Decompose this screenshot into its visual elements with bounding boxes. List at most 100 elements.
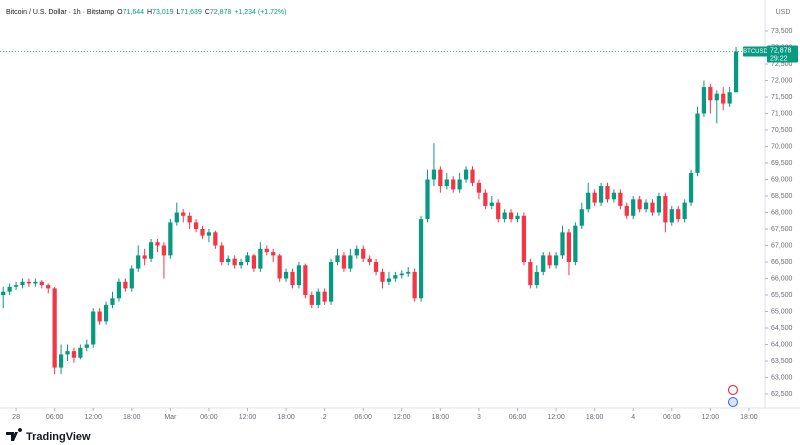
x-tick-label: 06:00 bbox=[354, 414, 372, 421]
candle-body bbox=[1, 291, 6, 296]
candle-body bbox=[7, 286, 12, 292]
candle-body bbox=[380, 271, 385, 282]
symbol-tag bbox=[743, 46, 768, 57]
candle-body bbox=[496, 202, 501, 220]
candle-body bbox=[206, 232, 212, 236]
candle-body bbox=[701, 87, 707, 114]
y-tick-label: 69,500 bbox=[771, 160, 793, 167]
candle-body bbox=[46, 285, 51, 289]
candle-body bbox=[174, 212, 179, 223]
event-icon[interactable] bbox=[727, 384, 739, 396]
candle-body bbox=[399, 273, 404, 276]
candle-body bbox=[316, 291, 321, 305]
x-tick-label: 2 bbox=[323, 414, 327, 421]
candle-body bbox=[373, 262, 379, 272]
brand-name: TradingView bbox=[26, 431, 91, 443]
candle-body bbox=[136, 255, 141, 269]
y-tick-label: 72,500 bbox=[771, 61, 793, 68]
candle-body bbox=[714, 93, 719, 101]
candle-body bbox=[290, 271, 295, 286]
price-tag-countdown: 29:22 bbox=[770, 55, 788, 62]
y-tick-label: 64,000 bbox=[771, 341, 793, 348]
candle-body bbox=[33, 281, 38, 284]
candle-body bbox=[129, 268, 134, 289]
x-tick-label: 18:00 bbox=[740, 414, 758, 421]
candle-body bbox=[309, 295, 314, 305]
candle-body bbox=[103, 304, 109, 322]
candle-body bbox=[592, 192, 597, 203]
candle-body bbox=[258, 248, 263, 269]
x-tick-label: 06:00 bbox=[46, 414, 64, 421]
candle-body bbox=[58, 354, 64, 368]
x-tick-label: 28 bbox=[12, 414, 20, 421]
y-tick-label: 67,500 bbox=[771, 226, 793, 233]
candle-body bbox=[335, 255, 340, 263]
candle-body bbox=[84, 344, 89, 348]
candle-body bbox=[618, 192, 623, 206]
candle-body bbox=[650, 202, 655, 213]
x-tick-label: 12:00 bbox=[393, 414, 411, 421]
candle-body bbox=[489, 202, 494, 206]
candle-body bbox=[213, 232, 218, 246]
candle-body bbox=[386, 278, 392, 282]
x-tick-label: 12:00 bbox=[547, 414, 565, 421]
candle-body bbox=[541, 255, 546, 272]
candle-body bbox=[586, 192, 591, 210]
candle-body bbox=[643, 202, 649, 210]
y-tick-label: 63,500 bbox=[771, 358, 793, 365]
candle-body bbox=[155, 242, 160, 246]
candle-body bbox=[598, 186, 604, 203]
y-tick-label: 71,000 bbox=[771, 110, 793, 117]
candle-body bbox=[431, 169, 437, 180]
x-tick-label: 12:00 bbox=[702, 414, 720, 421]
candle-body bbox=[560, 232, 565, 256]
candle-body bbox=[367, 258, 372, 263]
x-tick-label: 06:00 bbox=[200, 414, 218, 421]
x-tick-label: 06:00 bbox=[509, 414, 527, 421]
candle-body bbox=[232, 258, 237, 266]
candle-body bbox=[161, 245, 167, 256]
ohlc-letter: O bbox=[117, 9, 123, 16]
candle-body bbox=[328, 262, 334, 302]
candle-body bbox=[123, 281, 128, 289]
header: Bitcoin / U.S. Dollar · 1h · Bitstamp O71… bbox=[6, 9, 286, 16]
candle-body bbox=[238, 262, 244, 266]
candle-body bbox=[277, 255, 282, 279]
candle-body bbox=[251, 255, 257, 269]
candle-body bbox=[283, 271, 289, 279]
x-tick-label: 12:00 bbox=[239, 414, 257, 421]
candle-body bbox=[566, 232, 572, 263]
candle-body bbox=[425, 179, 430, 220]
candle-body bbox=[721, 93, 726, 104]
candle-body bbox=[611, 192, 617, 200]
y-tick-label: 64,500 bbox=[771, 325, 793, 332]
candle-body bbox=[245, 255, 250, 263]
candle-body bbox=[39, 281, 44, 286]
y-tick-label: 68,500 bbox=[771, 193, 793, 200]
ohlc-value: 71,644 bbox=[123, 9, 145, 16]
candle-body bbox=[226, 258, 231, 263]
header-change: +1,234 (+1.72%) bbox=[234, 9, 286, 16]
candle-body bbox=[502, 212, 507, 220]
candle-body bbox=[406, 271, 411, 274]
y-axis-label: USD bbox=[776, 9, 791, 16]
candle-body bbox=[727, 92, 732, 104]
ohlc-value: 73,019 bbox=[152, 9, 174, 16]
candle-body bbox=[142, 255, 147, 259]
candle-body bbox=[26, 281, 32, 284]
x-tick-label: 18:00 bbox=[123, 414, 141, 421]
candle-body bbox=[476, 182, 482, 193]
candle-body bbox=[733, 51, 739, 93]
candle-body bbox=[676, 209, 681, 220]
candle-body bbox=[457, 179, 462, 190]
candle-body bbox=[393, 275, 398, 279]
candle-body bbox=[708, 87, 713, 101]
candle-body bbox=[65, 351, 70, 355]
x-tick-label: 12:00 bbox=[84, 414, 102, 421]
flag-icon[interactable] bbox=[728, 397, 738, 407]
x-tick-label: 06:00 bbox=[663, 414, 681, 421]
candle-body bbox=[354, 248, 359, 256]
candle-body bbox=[412, 271, 417, 299]
y-tick-label: 63,000 bbox=[771, 374, 793, 381]
candle-body bbox=[52, 288, 57, 368]
